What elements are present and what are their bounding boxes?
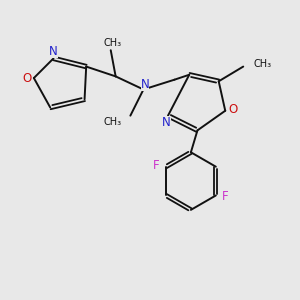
Text: CH₃: CH₃ bbox=[253, 59, 271, 69]
Text: F: F bbox=[222, 190, 229, 202]
Text: CH₃: CH₃ bbox=[103, 38, 122, 48]
Text: CH₃: CH₃ bbox=[103, 116, 121, 127]
Text: O: O bbox=[22, 71, 31, 85]
Text: N: N bbox=[162, 116, 171, 129]
Text: F: F bbox=[153, 158, 160, 172]
Text: N: N bbox=[141, 78, 149, 91]
Text: N: N bbox=[49, 45, 58, 58]
Text: O: O bbox=[229, 103, 238, 116]
